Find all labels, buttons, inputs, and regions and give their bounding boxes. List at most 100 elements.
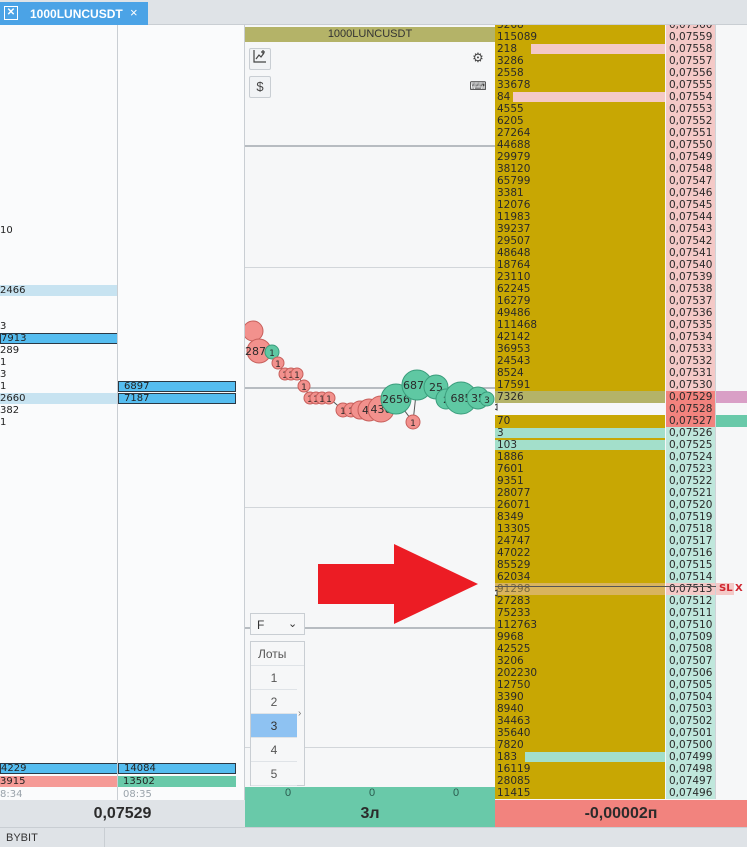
price-cell[interactable]: 0,07529 [666, 391, 716, 403]
filter-select[interactable]: F ⌄ [250, 613, 305, 635]
book-row[interactable]: 7601 0,07523 [495, 463, 747, 475]
lot-option-1[interactable]: 1 [251, 666, 297, 690]
book-row[interactable]: 8940 0,07503 [495, 703, 747, 715]
book-row[interactable]: 8524 0,07531 [495, 367, 747, 379]
book-row[interactable]: 11983 0,07544 [495, 211, 747, 223]
book-row[interactable]: 7820 0,07500 [495, 739, 747, 751]
book-row[interactable]: 16279 0,07537 [495, 295, 747, 307]
settings-button[interactable]: ⚙ [472, 50, 484, 65]
price-cell[interactable]: 0,07530 [666, 379, 716, 391]
book-row[interactable]: 70 0,07527 [495, 415, 747, 427]
price-cell[interactable]: 0,07554 [666, 91, 716, 103]
price-cell[interactable]: 0,07547 [666, 175, 716, 187]
book-row[interactable]: 4555 0,07553 [495, 103, 747, 115]
price-cell[interactable]: 0,07534 [666, 331, 716, 343]
price-cell[interactable]: 0,07518 [666, 523, 716, 535]
price-cell[interactable]: 0,07552 [666, 115, 716, 127]
price-cell[interactable]: 0,07503 [666, 703, 716, 715]
price-cell[interactable]: 0,07517 [666, 535, 716, 547]
book-row[interactable]: 36953 0,07533 [495, 343, 747, 355]
book-row[interactable]: 84 0,07554 [495, 91, 747, 103]
book-row[interactable]: 44688 0,07550 [495, 139, 747, 151]
price-cell[interactable]: 0,07514 [666, 571, 716, 583]
book-row[interactable]: 26071 0,07520 [495, 499, 747, 511]
price-cell[interactable]: 0,07525 [666, 439, 716, 451]
price-cell[interactable]: 0,07550 [666, 139, 716, 151]
price-cell[interactable]: 0,07506 [666, 667, 716, 679]
price-cell[interactable]: 0,07511 [666, 607, 716, 619]
book-row[interactable]: 24543 0,07532 [495, 355, 747, 367]
book-row[interactable]: 62245 0,07538 [495, 283, 747, 295]
book-row[interactable]: 27264 0,07551 [495, 127, 747, 139]
price-cell[interactable]: 0,07533 [666, 343, 716, 355]
close-icon[interactable]: × [130, 5, 138, 20]
price-cell[interactable]: 0,07496 [666, 787, 716, 799]
price-cell[interactable]: 0,07516 [666, 547, 716, 559]
price-cell[interactable]: 0,07528 [666, 403, 716, 415]
price-cell[interactable]: 0,07501 [666, 727, 716, 739]
book-row[interactable]: 48648 0,07541 [495, 247, 747, 259]
book-row[interactable]: 218 0,07558 [495, 43, 747, 55]
book-row[interactable]: 85529 0,07515 [495, 559, 747, 571]
price-cell[interactable]: 0,07539 [666, 271, 716, 283]
price-cell[interactable]: 0,07536 [666, 307, 716, 319]
book-row[interactable]: 91298 0,07513 SL X [495, 583, 747, 595]
price-cell[interactable]: 0,07509 [666, 631, 716, 643]
book-row[interactable]: 28077 0,07521 [495, 487, 747, 499]
book-row[interactable]: 1886 0,07524 [495, 451, 747, 463]
book-row[interactable]: 17591 0,07530 [495, 379, 747, 391]
price-cell[interactable]: 0,07519 [666, 511, 716, 523]
book-row[interactable]: 11415 0,07496 [495, 787, 747, 799]
book-row[interactable]: 9968 0,07509 [495, 631, 747, 643]
price-cell[interactable]: 0,07512 [666, 595, 716, 607]
book-row[interactable]: 8349 0,07519 [495, 511, 747, 523]
price-cell[interactable]: 0,07531 [666, 367, 716, 379]
book-row[interactable]: 3 0,07526 [495, 427, 747, 439]
book-row[interactable]: 103 0,07525 [495, 439, 747, 451]
book-row[interactable]: 18764 0,07540 [495, 259, 747, 271]
book-row[interactable]: 29979 0,07549 [495, 151, 747, 163]
price-cell[interactable]: 0,07553 [666, 103, 716, 115]
tab-1000luncusdt[interactable]: ✕ 1000LUNCUSDT × [0, 2, 148, 25]
tape-chart-panel[interactable]: 1000LUNCUSDT $ ⚙ ⌨ 287111111111111114443… [245, 25, 495, 800]
price-cell[interactable]: 0,07524 [666, 451, 716, 463]
book-row[interactable]: 65799 0,07547 [495, 175, 747, 187]
book-row[interactable]: 183 0,07499 [495, 751, 747, 763]
book-row[interactable]: 34463 0,07502 [495, 715, 747, 727]
price-cell[interactable]: 0,07523 [666, 463, 716, 475]
price-cell[interactable]: 0,07498 [666, 763, 716, 775]
book-row[interactable]: 112763 0,07510 [495, 619, 747, 631]
book-row[interactable]: 7326 0,07529 [495, 391, 747, 403]
price-cell[interactable]: 0,07497 [666, 775, 716, 787]
lot-option-4[interactable]: 4 [251, 738, 297, 762]
price-cell[interactable]: 0,07504 [666, 691, 716, 703]
add-chart-button[interactable] [249, 48, 271, 70]
book-row[interactable]: 29507 0,07542 [495, 235, 747, 247]
book-row[interactable]: 13305 0,07518 [495, 523, 747, 535]
price-cell[interactable]: 0,07559 [666, 31, 716, 43]
price-cell[interactable]: 0,07546 [666, 187, 716, 199]
lot-option-3[interactable]: 3 [251, 714, 297, 738]
price-cell[interactable]: 0,07499 [666, 751, 716, 763]
price-cell[interactable]: 0,07500 [666, 739, 716, 751]
price-cell[interactable]: 0,07532 [666, 355, 716, 367]
price-cell[interactable]: 0,07507 [666, 655, 716, 667]
book-row[interactable]: 35640 0,07501 [495, 727, 747, 739]
price-cell[interactable]: 0,07548 [666, 163, 716, 175]
price-cell[interactable]: 0,07513 [666, 583, 716, 595]
price-cell[interactable]: 0,07521 [666, 487, 716, 499]
book-row[interactable]: 24747 0,07517 [495, 535, 747, 547]
price-cell[interactable]: 0,07545 [666, 199, 716, 211]
price-cell[interactable]: 0,07551 [666, 127, 716, 139]
book-row[interactable]: 47022 0,07516 [495, 547, 747, 559]
book-row[interactable]: 3206 0,07507 [495, 655, 747, 667]
price-cell[interactable]: 0,07555 [666, 79, 716, 91]
price-cell[interactable]: 0,07510 [666, 619, 716, 631]
book-row[interactable]: 3381 0,07546 [495, 187, 747, 199]
price-cell[interactable]: 0,07549 [666, 151, 716, 163]
order-book[interactable]: 3268 0,07560 115089 0,07559 218 0,07558 3286 0,… [495, 25, 747, 800]
book-row[interactable]: 16119 0,07498 [495, 763, 747, 775]
price-cell[interactable]: 0,07538 [666, 283, 716, 295]
price-cell[interactable]: 0,07543 [666, 223, 716, 235]
price-cell[interactable]: 0,07515 [666, 559, 716, 571]
